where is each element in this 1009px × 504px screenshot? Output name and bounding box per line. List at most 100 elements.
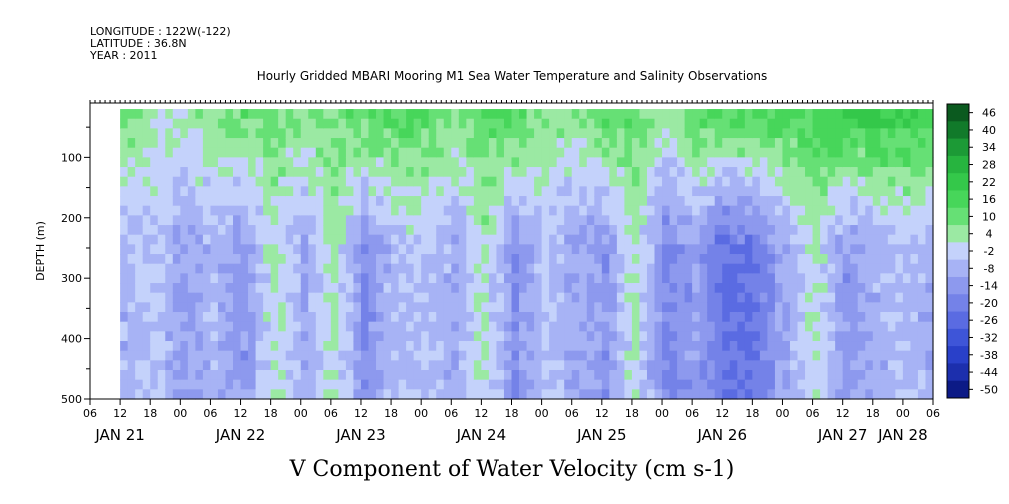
heatmap-cell	[759, 273, 769, 284]
heatmap-cell	[165, 147, 174, 158]
heatmap-cell	[767, 215, 776, 226]
heatmap-cell	[639, 205, 648, 216]
heatmap-cell	[767, 205, 776, 216]
heatmap-cell	[654, 341, 663, 352]
x-tick-label: 06	[806, 407, 820, 420]
heatmap-cell	[443, 167, 452, 178]
heatmap-cell	[699, 234, 708, 245]
heatmap-cell	[737, 244, 746, 255]
heatmap-cell	[503, 292, 513, 303]
heatmap-cell	[586, 196, 595, 207]
heatmap-cell	[481, 215, 490, 226]
heatmap-cell	[729, 118, 738, 129]
heatmap-cell	[353, 331, 362, 342]
heatmap-cell	[202, 379, 212, 390]
heatmap-cell	[481, 360, 490, 371]
heatmap-cell	[217, 302, 227, 313]
heatmap-cell	[842, 176, 851, 187]
heatmap-cell	[579, 370, 588, 381]
heatmap-cell	[917, 128, 927, 139]
heatmap-cell	[722, 370, 731, 381]
heatmap-cell	[692, 234, 701, 245]
heatmap-cell	[586, 157, 595, 168]
heatmap-cell	[202, 176, 212, 187]
heatmap-cell	[692, 283, 701, 294]
heatmap-cell	[594, 350, 603, 361]
heatmap-cell	[752, 370, 761, 381]
heatmap-cell	[797, 176, 806, 187]
heatmap-cell	[240, 370, 249, 381]
heatmap-cell	[579, 321, 588, 332]
heatmap-cell	[541, 234, 550, 245]
heatmap-cell	[195, 205, 204, 216]
heatmap-cell	[150, 176, 159, 187]
heatmap-cell	[421, 379, 430, 390]
heatmap-cell	[526, 205, 535, 216]
heatmap-cell	[360, 312, 370, 323]
heatmap-cell	[857, 167, 866, 178]
heatmap-cell	[127, 350, 136, 361]
heatmap-cell	[398, 147, 407, 158]
heatmap-cell	[195, 157, 204, 168]
heatmap-cell	[887, 292, 896, 303]
heatmap-cell	[278, 234, 287, 245]
heatmap-cell	[330, 205, 339, 216]
heatmap-cell	[323, 167, 332, 178]
heatmap-cell	[172, 379, 181, 390]
heatmap-cell	[805, 331, 814, 342]
heatmap-cell	[707, 370, 716, 381]
heatmap-cell	[187, 312, 196, 323]
heatmap-cell	[609, 109, 618, 120]
heatmap-cell	[300, 196, 309, 207]
heatmap-cell	[895, 292, 904, 303]
heatmap-cell	[722, 341, 731, 352]
heatmap-cell	[917, 273, 927, 284]
heatmap-cell	[677, 370, 686, 381]
heatmap-cell	[729, 225, 738, 236]
heatmap-cell	[662, 360, 671, 371]
heatmap-cell	[376, 312, 385, 323]
heatmap-cell	[744, 225, 753, 236]
heatmap-cell	[150, 283, 159, 294]
heatmap-cell	[353, 118, 362, 129]
heatmap-cell	[376, 234, 385, 245]
heatmap-cell	[925, 283, 934, 294]
heatmap-cell	[662, 302, 671, 313]
heatmap-cell	[443, 118, 452, 129]
heatmap-cell	[436, 225, 445, 236]
heatmap-cell	[662, 273, 671, 284]
heatmap-cell	[496, 167, 505, 178]
heatmap-cell	[692, 254, 701, 265]
heatmap-cell	[887, 167, 896, 178]
heatmap-cell	[217, 341, 227, 352]
heatmap-cell	[692, 273, 701, 284]
heatmap-cell	[737, 273, 746, 284]
heatmap-cell	[579, 292, 588, 303]
heatmap-cell	[398, 196, 407, 207]
heatmap-cell	[225, 215, 234, 226]
heatmap-cell	[293, 273, 302, 284]
heatmap-cell	[270, 370, 279, 381]
heatmap-cell	[646, 167, 656, 178]
heatmap-cell	[300, 263, 309, 274]
heatmap-cell	[496, 350, 505, 361]
heatmap-cell	[594, 128, 603, 139]
heatmap-cell	[549, 167, 558, 178]
heatmap-cell	[240, 292, 249, 303]
heatmap-cell	[692, 157, 701, 168]
heatmap-cell	[120, 138, 129, 149]
heatmap-cell	[646, 350, 656, 361]
heatmap-cell	[368, 205, 377, 216]
heatmap-cell	[857, 331, 866, 342]
heatmap-cell	[669, 254, 678, 265]
heatmap-cell	[473, 331, 482, 342]
heatmap-cell	[571, 350, 580, 361]
heatmap-cell	[699, 350, 708, 361]
heatmap-cell	[398, 138, 407, 149]
heatmap-cell	[759, 283, 769, 294]
heatmap-cell	[135, 389, 144, 400]
colorbar-swatch	[947, 346, 969, 364]
heatmap-cell	[473, 157, 482, 168]
heatmap-cell	[571, 205, 580, 216]
heatmap-cell	[120, 360, 129, 371]
